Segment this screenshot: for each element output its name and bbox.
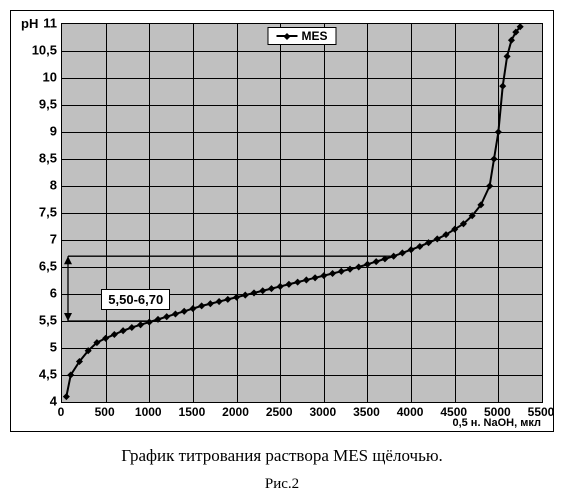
y-tick-label: 10 xyxy=(43,70,57,85)
legend: MES xyxy=(267,27,336,45)
legend-label: MES xyxy=(301,29,327,43)
plot-area: MES 5,50-6,70 xyxy=(61,23,543,403)
y-tick-label: 5,5 xyxy=(39,313,57,328)
y-tick-label: 4,5 xyxy=(39,367,57,382)
x-tick-label: 4500 xyxy=(440,405,467,419)
x-tick-label: 0 xyxy=(58,405,65,419)
annotation-label: 5,50-6,70 xyxy=(101,289,170,310)
y-tick-label: 9 xyxy=(50,124,57,139)
x-tick-label: 500 xyxy=(95,405,115,419)
x-tick-label: 4000 xyxy=(397,405,424,419)
y-tick-label: 10,5 xyxy=(32,43,57,58)
y-tick-label: 5 xyxy=(50,340,57,355)
chart-frame: pH MES 5,50-6,70 0,5 н. NaOH, мкл 44,555… xyxy=(10,10,554,432)
caption: График титрования раствора MES щёлочью. xyxy=(10,446,554,466)
x-tick-label: 1500 xyxy=(179,405,206,419)
x-tick-label: 3500 xyxy=(353,405,380,419)
y-axis-title: pH xyxy=(21,16,38,31)
annotation-bracket xyxy=(62,24,542,402)
y-tick-label: 8,5 xyxy=(39,151,57,166)
x-tick-label: 5500 xyxy=(528,405,555,419)
y-tick-label: 6,5 xyxy=(39,259,57,274)
x-tick-label: 3000 xyxy=(309,405,336,419)
y-tick-label: 6 xyxy=(50,286,57,301)
y-tick-label: 9,5 xyxy=(39,97,57,112)
y-tick-label: 4 xyxy=(50,394,57,409)
x-tick-label: 2500 xyxy=(266,405,293,419)
figure-label: Рис.2 xyxy=(10,476,554,493)
y-tick-label: 8 xyxy=(50,178,57,193)
y-tick-label: 11 xyxy=(43,16,57,31)
x-tick-label: 5000 xyxy=(484,405,511,419)
x-tick-label: 2000 xyxy=(222,405,249,419)
y-tick-label: 7,5 xyxy=(39,205,57,220)
x-tick-label: 1000 xyxy=(135,405,162,419)
legend-marker xyxy=(276,34,297,39)
y-tick-label: 7 xyxy=(50,232,57,247)
